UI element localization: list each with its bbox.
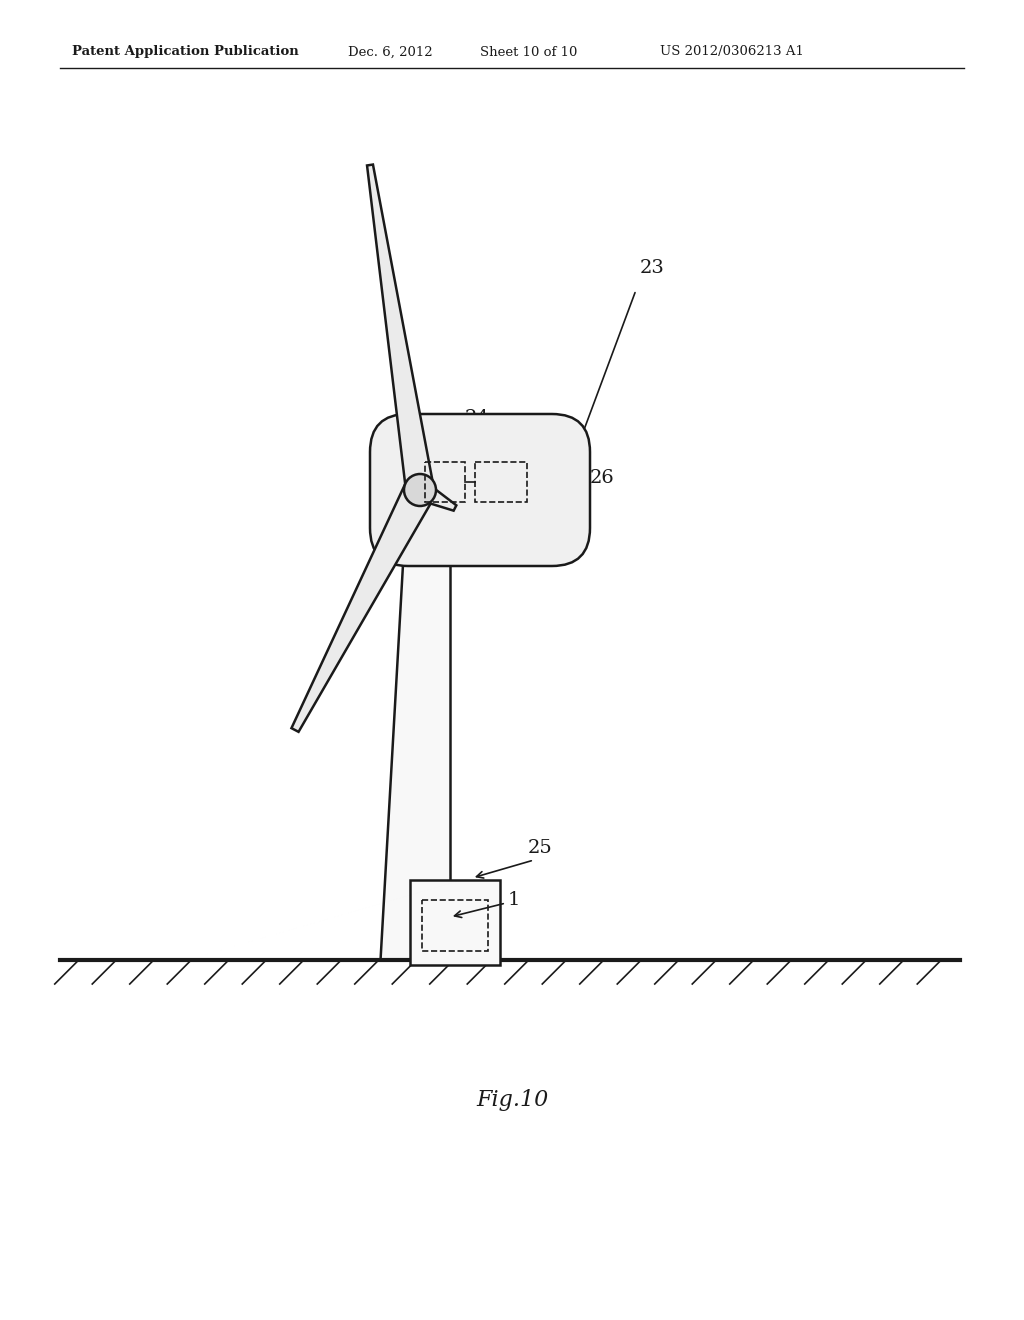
Circle shape xyxy=(404,474,436,506)
Text: Sheet 10 of 10: Sheet 10 of 10 xyxy=(480,45,578,58)
Text: 26: 26 xyxy=(590,469,614,487)
Bar xyxy=(410,880,500,965)
Polygon shape xyxy=(380,520,450,960)
Bar xyxy=(422,900,488,950)
Text: 1: 1 xyxy=(508,891,520,909)
Text: US 2012/0306213 A1: US 2012/0306213 A1 xyxy=(660,45,804,58)
Bar xyxy=(400,520,450,548)
Polygon shape xyxy=(367,165,434,492)
Text: Patent Application Publication: Patent Application Publication xyxy=(72,45,299,58)
Polygon shape xyxy=(292,483,434,731)
Polygon shape xyxy=(416,480,457,511)
Text: Fig.10: Fig.10 xyxy=(476,1089,548,1111)
Text: 24: 24 xyxy=(465,409,489,426)
Text: 23: 23 xyxy=(640,259,665,277)
FancyBboxPatch shape xyxy=(370,414,590,566)
Text: 25: 25 xyxy=(528,840,553,857)
Bar xyxy=(475,462,527,502)
Bar xyxy=(425,462,465,502)
Text: Dec. 6, 2012: Dec. 6, 2012 xyxy=(348,45,432,58)
